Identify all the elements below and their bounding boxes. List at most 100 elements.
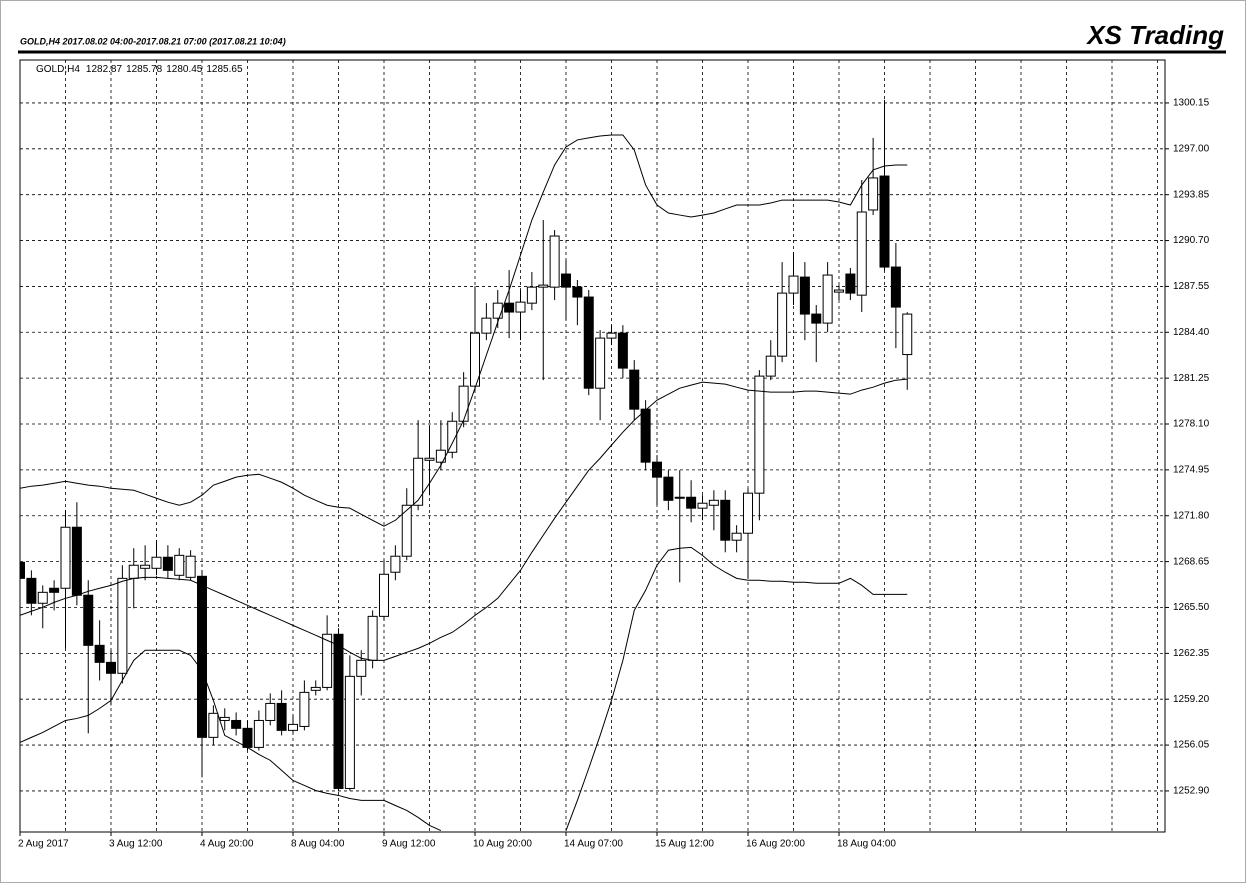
candle-body: [731, 532, 742, 541]
y-tick-label: 1259.20: [1173, 694, 1210, 705]
candle-body: [49, 587, 60, 593]
y-tick-label: 1278.10: [1173, 419, 1210, 430]
candle-body: [856, 211, 867, 296]
candle-body: [265, 702, 276, 721]
candle-body: [504, 302, 515, 313]
band-line: [20, 378, 908, 661]
candle-body: [333, 633, 344, 789]
candle-body: [401, 504, 412, 557]
y-tick-label: 1284.40: [1173, 327, 1210, 338]
y-tick-label: 1281.25: [1173, 373, 1210, 384]
chart-header: GOLD,H4 2017.08.02 04:00-2017.08.21 07:0…: [20, 36, 286, 46]
candle-body: [652, 461, 662, 478]
candle-body: [606, 332, 617, 339]
candle-body: [470, 332, 480, 387]
info-symbol: GOLD,H4: [36, 64, 80, 75]
candle-body: [424, 457, 435, 461]
candle-body: [515, 301, 526, 313]
candle-body: [140, 564, 151, 569]
info-low: 1280.45: [166, 64, 203, 75]
candle-body: [367, 615, 378, 661]
candle-body: [276, 702, 287, 731]
candle-body: [640, 408, 651, 463]
x-tick-label: 14 Aug 07:00: [564, 839, 623, 850]
candle-body: [37, 591, 48, 604]
plot-frame: [19, 59, 1166, 833]
candle-body: [208, 712, 219, 738]
candle-body: [845, 273, 856, 294]
candle-body: [674, 496, 685, 499]
candle-body: [20, 561, 25, 579]
candle-body: [708, 499, 719, 506]
candle-body: [197, 575, 207, 738]
x-tick-label: 16 Aug 20:00: [746, 839, 805, 850]
candle-body: [538, 284, 549, 288]
candle-body: [697, 502, 708, 509]
y-tick-label: 1271.80: [1173, 510, 1210, 521]
band-line: [20, 134, 908, 527]
y-tick-label: 1293.85: [1173, 189, 1210, 200]
info-open: 1282.87: [86, 64, 123, 75]
candle-body: [128, 564, 139, 579]
candle-body: [185, 555, 196, 578]
candle-body: [663, 476, 674, 501]
candle-body: [686, 496, 697, 509]
y-tick-label: 1274.95: [1173, 465, 1210, 476]
y-tick-label: 1252.90: [1173, 786, 1210, 797]
plot-marks: [20, 99, 913, 831]
candle-body: [811, 313, 822, 324]
candle-body: [435, 449, 446, 463]
candle-body: [561, 273, 571, 288]
candle-body: [253, 719, 264, 748]
candle-body: [458, 385, 469, 422]
x-tick-label: 15 Aug 12:00: [655, 839, 714, 850]
x-tick-label: 10 Aug 20:00: [473, 839, 532, 850]
info-high: 1285.78: [126, 64, 163, 75]
candle-body: [83, 594, 94, 646]
candle-body: [117, 577, 128, 674]
candle-body: [413, 457, 424, 506]
candle-body: [94, 644, 105, 663]
x-tick-label: 2 Aug 2017: [18, 839, 69, 850]
brand-title: XS Trading: [1085, 20, 1224, 50]
info-close: 1285.65: [206, 64, 243, 75]
candle-body: [231, 719, 242, 729]
x-tick-label: 8 Aug 04:00: [291, 839, 345, 850]
y-tick-label: 1290.70: [1173, 235, 1210, 246]
candle-body: [777, 292, 788, 357]
candle-body: [890, 266, 901, 308]
y-tick-label: 1268.65: [1173, 556, 1210, 567]
candle-body: [174, 554, 185, 576]
candle-body: [902, 313, 913, 356]
candle-body: [834, 289, 844, 293]
candle-body: [617, 332, 628, 369]
candle-body: [868, 177, 879, 211]
candle-body: [322, 633, 333, 688]
y-tick-label: 1256.05: [1173, 740, 1210, 751]
y-tick-label: 1262.35: [1173, 648, 1210, 659]
candle-body: [765, 355, 776, 377]
y-tick-label: 1265.50: [1173, 602, 1210, 613]
x-tick-label: 4 Aug 20:00: [200, 839, 254, 850]
candle-body: [572, 286, 583, 298]
candle-body: [447, 420, 458, 453]
y-tick-label: 1300.15: [1173, 98, 1210, 109]
y-tick-label: 1297.00: [1173, 143, 1210, 154]
candle-body: [288, 723, 298, 731]
axes: 1300.15 1297.00 1293.85 1290.70 1287.55 1284.…: [18, 98, 1210, 850]
info-line: GOLD,H4 1282.87 1285.78 1280.45 1285.65: [36, 64, 243, 75]
candle-body: [219, 716, 230, 721]
x-tick-label: 3 Aug 12:00: [109, 839, 163, 850]
candle-body: [720, 499, 731, 541]
band-line: [20, 546, 908, 831]
candle-body: [26, 577, 37, 604]
candle-body: [60, 526, 71, 589]
candle-body: [344, 675, 355, 789]
candle-body: [788, 275, 799, 294]
candle-body: [390, 555, 401, 573]
candle-body: [492, 302, 503, 319]
y-tick-label: 1287.55: [1173, 281, 1210, 292]
candle-body: [356, 659, 367, 677]
candle-body: [799, 276, 810, 315]
candle-body: [71, 526, 82, 596]
